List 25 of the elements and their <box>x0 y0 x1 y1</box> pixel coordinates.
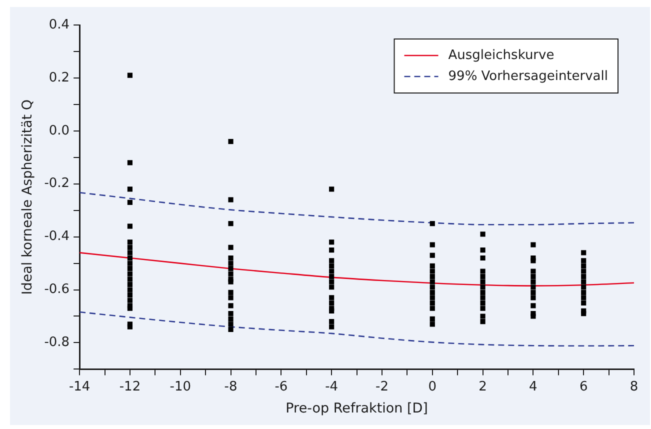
y-tick-label: -0.6 <box>44 282 70 298</box>
x-tick-label: -2 <box>376 379 388 394</box>
y-tick-label: -0.4 <box>44 229 70 244</box>
legend-label: 99% Vorhersageintervall <box>448 68 608 84</box>
x-tick-label: 2 <box>478 379 487 394</box>
x-tick-label: -14 <box>68 379 90 394</box>
line-series <box>80 192 634 226</box>
line-series <box>80 311 634 347</box>
x-tick-label: -10 <box>170 379 191 394</box>
y-tick-label: 0.2 <box>48 70 70 86</box>
y-tick-label: -0.2 <box>44 176 70 192</box>
y-tick-label: 0.0 <box>48 123 70 138</box>
y-axis-title: Ideal korneale Aspherizität Q <box>20 100 36 295</box>
y-tick-label: -0.8 <box>44 335 70 350</box>
x-tick-label: 0 <box>428 379 437 394</box>
x-tick-label: -4 <box>325 379 338 394</box>
x-tick-label: 8 <box>630 379 638 394</box>
x-axis-title: Pre-op Refraktion [D] <box>286 400 428 416</box>
x-tick-label: 6 <box>579 379 588 394</box>
legend-label: Ausgleichskurve <box>448 48 554 63</box>
x-tick-label: -6 <box>274 379 288 394</box>
x-tick-label: 4 <box>529 379 538 394</box>
x-tick-label: -12 <box>119 379 141 394</box>
y-tick-label: 0.4 <box>48 17 70 32</box>
x-tick-label: -8 <box>224 379 238 394</box>
